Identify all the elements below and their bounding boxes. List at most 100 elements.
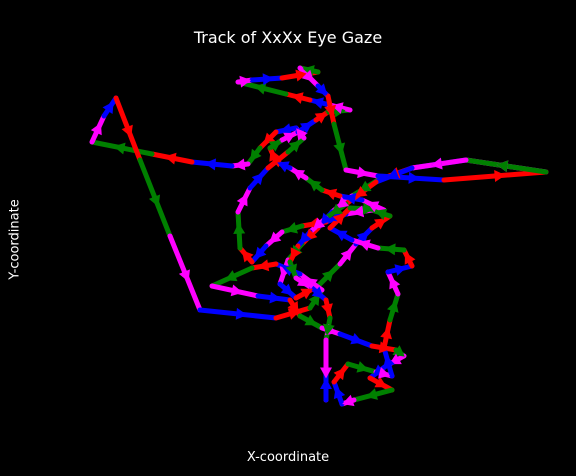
- gaze-arrowhead: [384, 243, 396, 256]
- gaze-arrowhead: [178, 269, 190, 282]
- gaze-arrowhead: [224, 270, 238, 282]
- gaze-arrowhead: [296, 128, 308, 141]
- gaze-arrowhead: [300, 288, 313, 300]
- gaze-arrowhead: [357, 166, 370, 179]
- gaze-arrowhead: [299, 122, 313, 134]
- gaze-arrowhead: [373, 218, 387, 230]
- gaze-arrowhead: [324, 104, 337, 117]
- gaze-arrowhead: [350, 333, 363, 345]
- gaze-arrowhead: [336, 196, 350, 209]
- gaze-arrowhead: [332, 213, 345, 226]
- gaze-arrowhead: [311, 97, 324, 109]
- gaze-arrowhead: [285, 221, 298, 234]
- gaze-arrowhead: [344, 192, 357, 205]
- gaze-arrowhead: [394, 264, 407, 276]
- gaze-arrowhead: [204, 158, 217, 171]
- gaze-arrowhead: [301, 69, 314, 82]
- gaze-arrowhead: [102, 101, 114, 115]
- gaze-arrowhead: [269, 291, 282, 304]
- gaze-arrowhead: [291, 92, 304, 104]
- gaze-arrowhead: [251, 172, 264, 186]
- gaze-arrowhead: [313, 217, 326, 230]
- gaze-arrowhead: [121, 124, 133, 138]
- gaze-arrowhead: [355, 186, 368, 198]
- gaze-arrowhead: [404, 252, 416, 265]
- gaze-arrowhead: [362, 202, 375, 215]
- gaze-arrowhead: [356, 361, 369, 373]
- gaze-arrowhead: [320, 378, 332, 389]
- gaze-arrowhead: [321, 270, 334, 283]
- gaze-arrowhead: [254, 82, 267, 95]
- gaze-arrowhead: [352, 205, 365, 218]
- gaze-arrowhead: [290, 247, 302, 260]
- gaze-arrowhead: [374, 376, 387, 388]
- gaze-arrowhead: [374, 208, 388, 221]
- gaze-arrowhead: [254, 246, 267, 259]
- gaze-arrowhead: [356, 231, 369, 244]
- gaze-arrowhead: [241, 250, 254, 263]
- gaze-arrowhead: [283, 132, 296, 144]
- gaze-arrowhead: [389, 353, 402, 365]
- gaze-arrowhead: [304, 314, 317, 326]
- gaze-arrowhead: [383, 355, 395, 368]
- gaze-arrowhead: [292, 169, 306, 181]
- gaze-arrowhead: [230, 284, 243, 297]
- gaze-arrowhead: [321, 303, 333, 316]
- gaze-arrowhead: [378, 367, 391, 379]
- gaze-arrowhead: [333, 386, 346, 400]
- gaze-arrowhead: [268, 140, 282, 152]
- gaze-arrowhead: [330, 203, 343, 215]
- gaze-arrowhead: [322, 323, 335, 336]
- gaze-arrowhead: [314, 112, 328, 124]
- gaze-arrowhead: [320, 212, 333, 225]
- x-axis-label: X-coordinate: [246, 450, 330, 465]
- gaze-arrowhead: [279, 123, 292, 136]
- gaze-arrowhead: [239, 75, 252, 88]
- gaze-arrowhead: [90, 122, 102, 136]
- gaze-arrowhead: [389, 276, 401, 290]
- gaze-arrowhead: [392, 345, 405, 357]
- gaze-arrowhead: [380, 327, 393, 340]
- gaze-arrowhead: [308, 180, 322, 192]
- gaze-arrowhead: [287, 300, 299, 314]
- gaze-arrowhead: [269, 231, 282, 244]
- gaze-arrowhead: [277, 161, 290, 173]
- gaze-arrowhead: [250, 148, 262, 162]
- gaze-arrowhead: [366, 201, 380, 213]
- gaze-arrowhead: [288, 140, 301, 153]
- gaze-arrowhead: [285, 263, 297, 276]
- gaze-arrowhead: [236, 193, 248, 207]
- gaze-arrowhead: [113, 142, 126, 155]
- gaze-arrowhead: [262, 73, 274, 86]
- gaze-arrowhead: [430, 157, 443, 170]
- gaze-arrowhead: [408, 171, 420, 184]
- gaze-arrowhead: [358, 239, 371, 251]
- gaze-arrowhead: [295, 69, 308, 82]
- gaze-arrowhead: [235, 307, 248, 320]
- gaze-arrowhead: [387, 300, 399, 313]
- gaze-arrowhead: [233, 158, 246, 171]
- gaze-arrowhead: [333, 142, 346, 155]
- gaze-arrowhead: [296, 275, 310, 287]
- gaze-arrowhead: [302, 65, 315, 77]
- gaze-arrowhead: [494, 170, 506, 183]
- gaze-arrowhead: [378, 341, 391, 354]
- gaze-arrowhead: [280, 283, 293, 296]
- gaze-arrowhead: [164, 152, 177, 165]
- gaze-arrowhead: [340, 248, 353, 262]
- gaze-arrowhead: [315, 83, 328, 96]
- gaze-arrowhead: [324, 188, 338, 201]
- gaze-arrowhead: [269, 149, 281, 162]
- gaze-arrowhead: [299, 231, 312, 244]
- chart-title: Track of XxXx Eye Gaze: [193, 28, 383, 47]
- gaze-arrowhead: [335, 230, 348, 242]
- gaze-arrowhead: [333, 367, 346, 381]
- gaze-arrowhead: [257, 259, 270, 272]
- gaze-arrowhead: [320, 367, 332, 379]
- gaze-arrowhead: [305, 277, 318, 290]
- gaze-arrowhead: [496, 160, 509, 173]
- gaze-arrowhead: [365, 388, 378, 400]
- gaze-arrowhead: [342, 394, 355, 407]
- gaze-arrowhead: [148, 194, 161, 207]
